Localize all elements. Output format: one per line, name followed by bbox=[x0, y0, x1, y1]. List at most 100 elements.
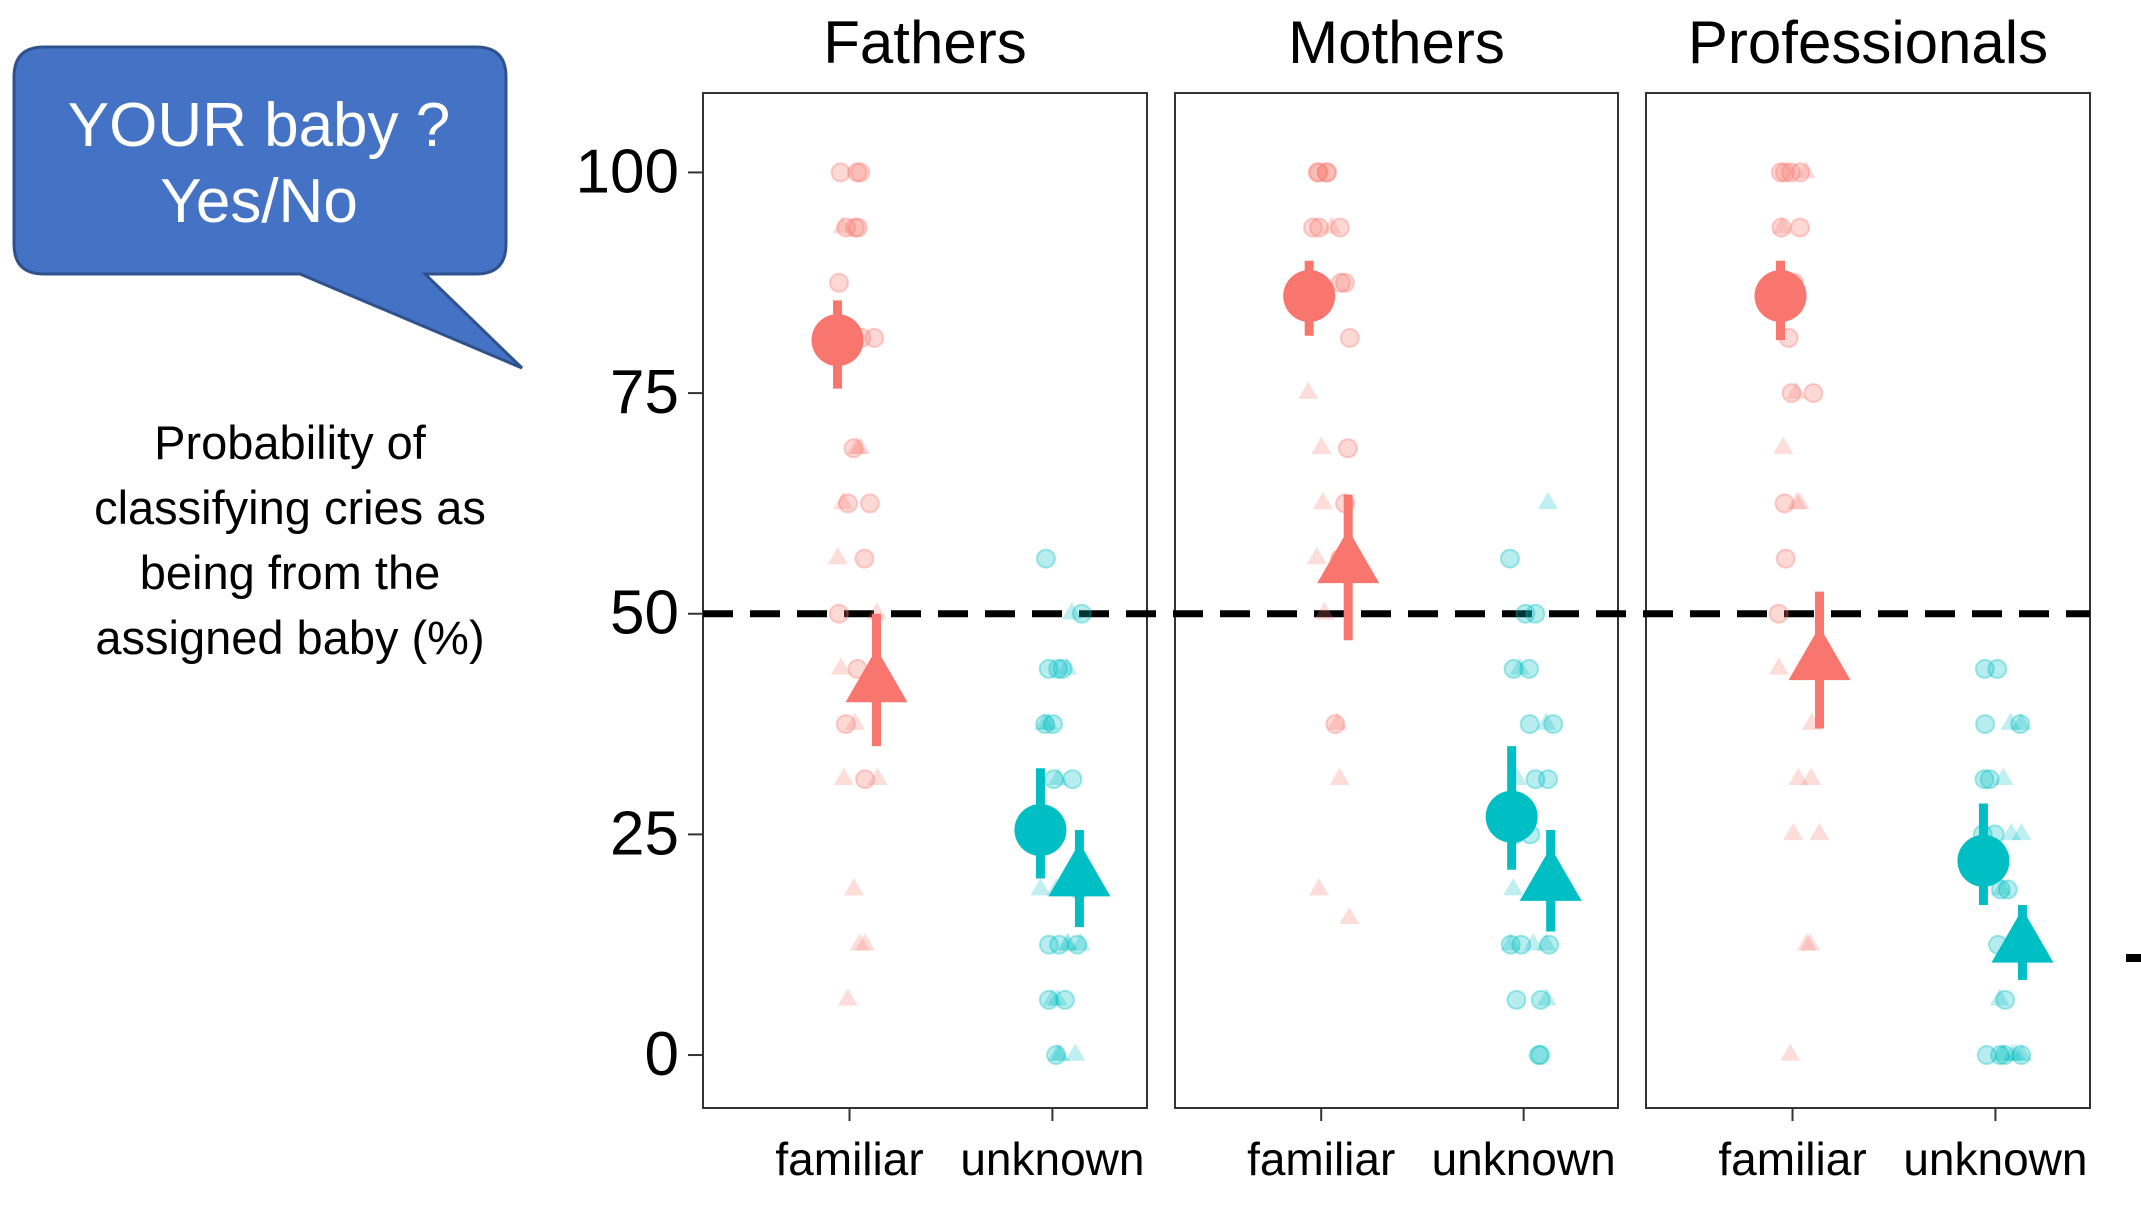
x-tick-label-mothers-unknown: unknown bbox=[1432, 1133, 1616, 1185]
point-mothers-unknown-circle-7 bbox=[1538, 769, 1559, 790]
point-professionals-unknown-triangle-3 bbox=[2011, 822, 2032, 841]
point-professionals-familiar-circle-8 bbox=[1781, 383, 1802, 404]
point-professionals-unknown-circle-1 bbox=[1974, 658, 1995, 679]
speech-bubble bbox=[12, 45, 524, 370]
point-fathers-unknown-circle-3 bbox=[1038, 658, 1059, 679]
point-mothers-familiar-triangle-0 bbox=[1321, 216, 1342, 234]
point-professionals-familiar-triangle-0 bbox=[1795, 160, 1816, 179]
point-professionals-unknown-triangle-1 bbox=[2000, 712, 2021, 730]
point-mothers-unknown-triangle-0 bbox=[1537, 491, 1558, 510]
point-mothers-familiar-circle-1 bbox=[1316, 162, 1337, 183]
point-mothers-unknown-circle-6 bbox=[1519, 714, 1540, 735]
y-axis-title-line-2: classifying cries as bbox=[94, 481, 486, 534]
point-fathers-unknown-circle-5 bbox=[1042, 714, 1063, 735]
point-mothers-familiar-circle-10 bbox=[1337, 438, 1358, 459]
y-axis-title: Probability of classifying cries as bein… bbox=[40, 410, 540, 670]
point-mothers-unknown-triangle-5 bbox=[1503, 878, 1524, 896]
mean-marker-mothers-familiar-circle bbox=[1283, 270, 1336, 322]
facet-title-mothers: Mothers bbox=[1288, 9, 1505, 76]
point-mothers-familiar-circle-8 bbox=[1334, 272, 1355, 293]
point-professionals-familiar-triangle-8 bbox=[1788, 767, 1809, 785]
point-mothers-unknown-triangle-2 bbox=[1536, 712, 1557, 730]
point-fathers-familiar-circle-13 bbox=[828, 603, 849, 624]
point-professionals-familiar-triangle-11 bbox=[1809, 822, 1830, 841]
mean-marker-professionals-unknown-circle bbox=[1957, 834, 2010, 887]
y-axis: 0 25 50 75 100 bbox=[576, 137, 703, 1089]
mean-marker-professionals-unknown-triangle bbox=[1991, 908, 2054, 963]
facet-panels: Fathers familiar unknown Mothers familiar unk… bbox=[702, 9, 2091, 1185]
point-professionals-familiar-circle-3 bbox=[1780, 162, 1801, 183]
point-mothers-familiar-circle-9 bbox=[1339, 327, 1360, 348]
point-fathers-familiar-triangle-5 bbox=[866, 602, 887, 620]
y-axis-title-line-4: assigned baby (%) bbox=[95, 611, 485, 664]
point-professionals-familiar-triangle-12 bbox=[1800, 933, 1821, 951]
point-fathers-unknown-circle-2 bbox=[1048, 658, 1069, 679]
mean-marker-fathers-familiar-triangle bbox=[845, 648, 908, 703]
point-mothers-familiar-circle-6 bbox=[1309, 217, 1330, 238]
point-fathers-unknown-circle-16 bbox=[1054, 989, 1075, 1010]
point-mothers-unknown-circle-15 bbox=[1506, 989, 1527, 1010]
point-fathers-familiar-circle-11 bbox=[859, 493, 880, 514]
point-fathers-unknown-triangle-10 bbox=[1070, 933, 1091, 951]
point-fathers-familiar-triangle-12 bbox=[849, 933, 870, 951]
x-tick-label-professionals-familiar: familiar bbox=[1718, 1133, 1866, 1185]
point-professionals-unknown-triangle-10 bbox=[2002, 1043, 2023, 1061]
point-fathers-unknown-circle-17 bbox=[1046, 1045, 1067, 1066]
point-professionals-unknown-circle-4 bbox=[1974, 769, 1995, 790]
x-tick-label-mothers-familiar: familiar bbox=[1247, 1133, 1395, 1185]
point-fathers-unknown-circle-7 bbox=[1062, 769, 1083, 790]
callout-line-1: YOUR baby ? bbox=[67, 91, 451, 160]
point-mothers-familiar-triangle-4 bbox=[1306, 547, 1327, 565]
point-mothers-familiar-circle-4 bbox=[1329, 217, 1350, 238]
point-professionals-unknown-circle-13 bbox=[1994, 1045, 2015, 1066]
point-mothers-unknown-circle-1 bbox=[1515, 603, 1536, 624]
point-fathers-unknown-triangle-11 bbox=[1042, 988, 1063, 1006]
point-fathers-unknown-triangle-13 bbox=[1050, 1043, 1071, 1061]
point-fathers-familiar-circle-1 bbox=[850, 162, 871, 183]
point-mothers-familiar-circle-2 bbox=[1308, 162, 1329, 183]
point-mothers-unknown-triangle-7 bbox=[1523, 933, 1544, 951]
point-fathers-unknown-triangle-3 bbox=[1038, 712, 1059, 730]
point-fathers-unknown-triangle-8 bbox=[1058, 933, 1079, 951]
point-mothers-familiar-triangle-1 bbox=[1298, 381, 1319, 399]
facet-title-professionals: Professionals bbox=[1688, 9, 2048, 76]
point-professionals-familiar-circle-2 bbox=[1770, 162, 1791, 183]
point-mothers-familiar-triangle-8 bbox=[1308, 878, 1329, 896]
point-professionals-familiar-circle-9 bbox=[1803, 383, 1824, 404]
point-fathers-unknown-triangle-0 bbox=[1061, 602, 1082, 620]
point-fathers-unknown-triangle-6 bbox=[1030, 878, 1051, 896]
point-fathers-familiar-triangle-14 bbox=[837, 988, 858, 1006]
point-professionals-familiar-triangle-3 bbox=[1773, 436, 1794, 455]
point-mothers-unknown-triangle-8 bbox=[1536, 933, 1557, 951]
point-fathers-familiar-circle-9 bbox=[843, 438, 864, 459]
point-fathers-unknown-triangle-12 bbox=[1047, 988, 1068, 1006]
point-fathers-unknown-triangle-2 bbox=[1034, 712, 1055, 730]
point-professionals-familiar-triangle-10 bbox=[1783, 822, 1804, 841]
speech-bubble-shape bbox=[12, 45, 524, 370]
point-fathers-familiar-triangle-2 bbox=[846, 436, 867, 455]
point-mothers-unknown-circle-12 bbox=[1539, 934, 1560, 955]
point-mothers-familiar-circle-13 bbox=[1325, 714, 1346, 735]
point-professionals-familiar-circle-10 bbox=[1774, 493, 1795, 514]
point-professionals-familiar-circle-0 bbox=[1774, 162, 1795, 183]
point-mothers-unknown-circle-0 bbox=[1499, 548, 1520, 569]
point-professionals-familiar-circle-5 bbox=[1771, 217, 1792, 238]
point-professionals-unknown-circle-5 bbox=[1979, 769, 2000, 790]
point-fathers-familiar-circle-5 bbox=[847, 217, 868, 238]
point-mothers-familiar-triangle-6 bbox=[1327, 712, 1348, 730]
point-professionals-familiar-triangle-9 bbox=[1801, 767, 1822, 785]
x-tick-label-fathers-unknown: unknown bbox=[960, 1133, 1144, 1185]
point-professionals-unknown-circle-2 bbox=[2010, 714, 2031, 735]
point-fathers-unknown-triangle-4 bbox=[1048, 767, 1069, 785]
panel-frame-fathers bbox=[702, 92, 1148, 1109]
point-fathers-familiar-triangle-13 bbox=[855, 933, 876, 951]
mean-marker-fathers-familiar-circle bbox=[811, 314, 864, 367]
point-professionals-familiar-triangle-2 bbox=[1786, 381, 1807, 399]
point-mothers-unknown-circle-5 bbox=[1543, 714, 1564, 735]
point-mothers-familiar-circle-7 bbox=[1330, 272, 1351, 293]
panel-frame-professionals bbox=[1645, 92, 2091, 1109]
point-professionals-unknown-triangle-11 bbox=[2006, 1043, 2027, 1061]
y-tick-label-75: 75 bbox=[610, 358, 679, 427]
callout-line-2: Yes/No bbox=[160, 167, 358, 236]
mean-marker-professionals-familiar-circle bbox=[1754, 270, 1807, 322]
